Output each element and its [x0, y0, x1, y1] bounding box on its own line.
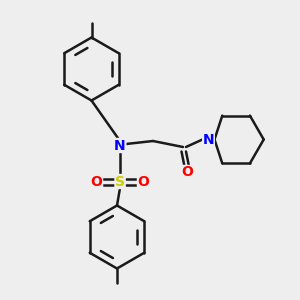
- Text: N: N: [114, 139, 126, 152]
- Text: N: N: [203, 133, 214, 146]
- Text: O: O: [182, 166, 194, 179]
- Text: S: S: [115, 175, 125, 188]
- Text: O: O: [137, 175, 149, 188]
- Text: O: O: [91, 175, 103, 188]
